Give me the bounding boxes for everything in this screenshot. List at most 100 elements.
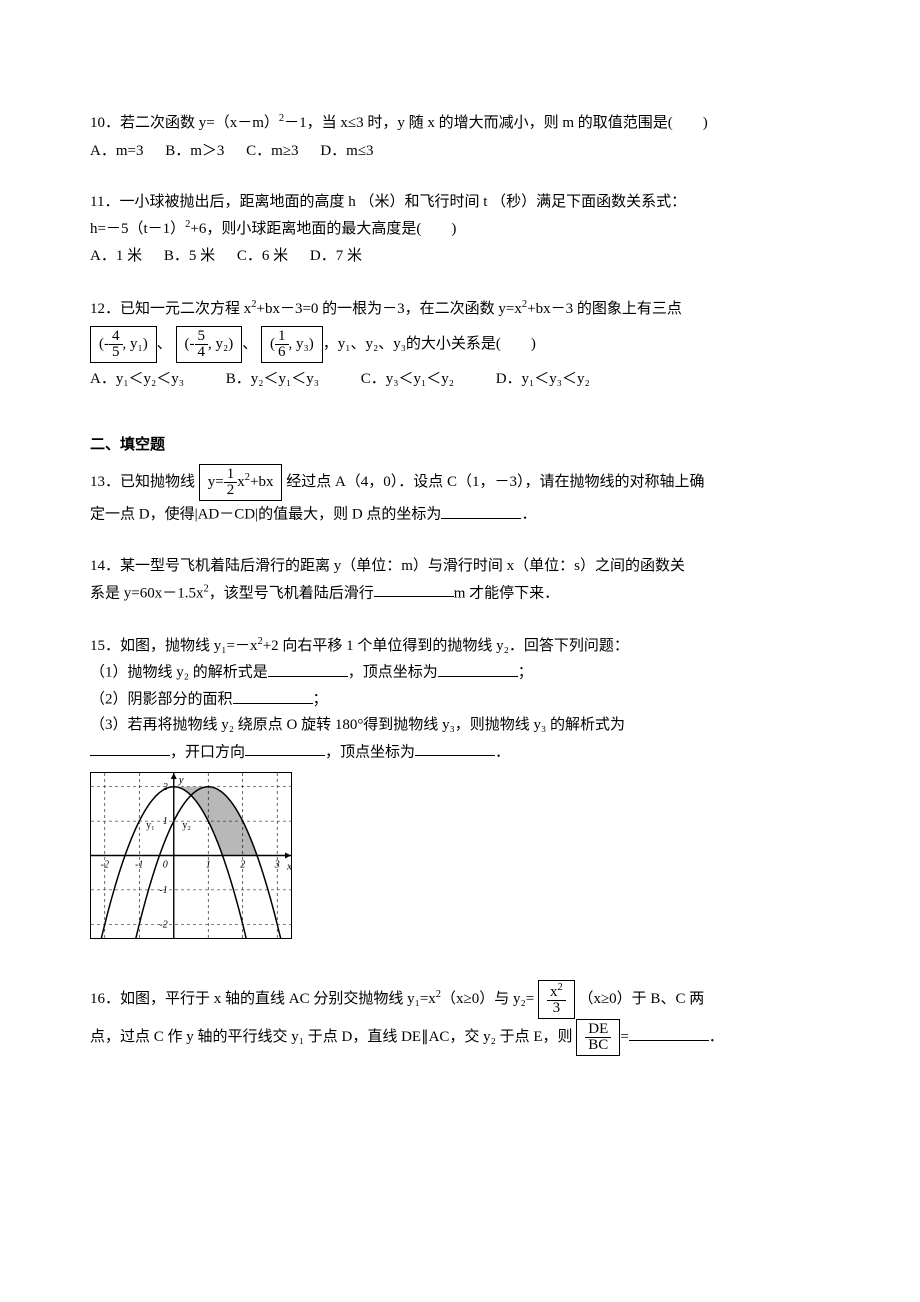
q12-choice-a: A．y₁＜y₂＜y₃: [90, 367, 184, 393]
q15-sub2: （2）阴影部分的面积；: [90, 686, 830, 713]
q16-line2-pre: 点，过点 C 作 y 轴的平行线交 y₁ 于点 D，直线 DE∥AC，交 y₂ …: [90, 1029, 573, 1045]
q12-point-2: (-54, y₂): [176, 326, 243, 363]
q16-ratio-den: BC: [585, 1038, 611, 1053]
q12-p1-num: 4: [109, 329, 123, 345]
q15-sub1-pre: （1）抛物线 y₂ 的解析式是: [90, 665, 268, 681]
q15-sub3-end: ．: [495, 744, 510, 760]
question-15: 15．如图，抛物线 y₁=－x 2 +2 向右平移 1 个单位得到的抛物线 y₂．回…: [90, 633, 830, 955]
q10-stem-post: －1，当 x≤3 时，y 随 x 的增大而减小，则 m 的取值范围是( ): [284, 115, 708, 131]
q10-choice-d: D．m≤3: [320, 139, 373, 165]
q13-box-num: 1: [224, 467, 238, 483]
q13-formula-box: y=12x2+bx: [199, 464, 283, 501]
q16-box-den: 3: [547, 1001, 566, 1016]
svg-text:-1: -1: [159, 884, 167, 895]
q12-p3-y: y₃: [296, 336, 309, 352]
svg-text:0: 0: [163, 859, 168, 870]
q13-mid1: 经过点 A（4，0）．设点 C（1，－3），请在抛物线的对称轴上确: [286, 474, 704, 490]
q15-sub3-pre: （3）若再将抛物线 y₂ 绕原点 O 旋转 180°得到抛物线 y₃，则抛物线 …: [90, 717, 625, 733]
q15-sub3-a: ，开口方向: [170, 744, 245, 760]
q12-p1-den: 5: [109, 345, 123, 360]
q15-graph: -2-1123-2-1120xyy₁y₂: [90, 772, 292, 939]
q12-p1-y: y₁: [130, 336, 143, 352]
q15-line1-pre: 15．如图，抛物线 y₁=－x: [90, 638, 257, 654]
q15-sub1: （1）抛物线 y₂ 的解析式是 ，顶点坐标为 ；: [90, 659, 830, 686]
q13-end: ．: [521, 507, 536, 523]
q14-line2-post: m 才能停下来．: [454, 585, 559, 601]
svg-text:2: 2: [240, 859, 245, 870]
svg-text:x: x: [286, 860, 292, 872]
question-13: 13．已知抛物线 y=12x2+bx 经过点 A（4，0）．设点 C（1，－3）…: [90, 464, 830, 528]
q13-box-den: 2: [224, 483, 238, 498]
q15-line1-post: +2 向右平移 1 个单位得到的抛物线 y₂．回答下列问题：: [263, 638, 629, 654]
q16-line2: 点，过点 C 作 y 轴的平行线交 y₁ 于点 D，直线 DE∥AC，交 y₂ …: [90, 1019, 830, 1056]
q16-line1-post: （x≥0）于 B、C 两: [578, 991, 704, 1007]
question-16: 16．如图，平行于 x 轴的直线 AC 分别交抛物线 y₁=x2（x≥0）与 y…: [90, 980, 830, 1056]
q14-line2: 系是 y=60x－1.5x2，该型号飞机着陆后滑行m 才能停下来．: [90, 580, 830, 607]
svg-text:y₁: y₁: [146, 820, 155, 831]
q14-line2-pre: 系是 y=60x－1.5x: [90, 585, 203, 601]
q12-line1-post: +bx－3 的图象上有三点: [527, 301, 682, 317]
q15-blank-3a[interactable]: [90, 739, 170, 757]
q12-point-1: (-45, y₁): [90, 326, 157, 363]
svg-text:-1: -1: [135, 859, 143, 870]
q15-sub1-end: ；: [518, 665, 533, 681]
q16-ratio-box: DEBC: [576, 1019, 620, 1056]
q13-pre: 13．已知抛物线: [90, 474, 195, 490]
q16-blank[interactable]: [629, 1023, 709, 1041]
q12-after-all: ，y₁、y₂、y₃的大小关系是( ): [323, 336, 536, 352]
q11-line2-post: +6，则小球距离地面的最大高度是( ): [190, 221, 456, 237]
q12-choice-b: B．y₂＜y₁＜y₃: [226, 367, 319, 393]
q12-choice-c: C．y₃＜y₁＜y₂: [361, 367, 454, 393]
q13-blank[interactable]: [441, 501, 521, 519]
svg-text:2: 2: [163, 781, 168, 792]
q12-p2-num: 5: [195, 329, 209, 345]
question-14: 14．某一型号飞机着陆后滑行的距离 y（单位：m）与滑行时间 x（单位：s）之间…: [90, 554, 830, 607]
svg-text:y₂: y₂: [182, 820, 191, 831]
q15-sub3-b: ，顶点坐标为: [325, 744, 415, 760]
q16-line1-mid: （x≥0）与 y₂=: [441, 991, 534, 1007]
q15-blank-2[interactable]: [233, 686, 313, 704]
q11-line2: h=－5（t－1）2+6，则小球距离地面的最大高度是( ): [90, 216, 830, 243]
q11-line2-pre: h=－5（t－1）: [90, 221, 185, 237]
q11-choice-b: B．5 米: [164, 244, 215, 270]
q10-choice-b: B．m＞3: [165, 139, 224, 165]
q15-blank-3c[interactable]: [415, 739, 495, 757]
q16-frac-box: x23: [538, 980, 575, 1019]
q11-choice-c: C．6 米: [237, 244, 288, 270]
q15-sub2-end: ；: [313, 692, 328, 708]
q12-points-row: (-45, y₁)、 (-54, y₂)、 (16, y₃)，y₁、y₂、y₃的…: [90, 326, 830, 363]
q12-p2-y: y₂: [216, 336, 229, 352]
q15-blank-1b[interactable]: [438, 659, 518, 677]
q15-blank-1a[interactable]: [268, 659, 348, 677]
question-12: 12．已知一元二次方程 x2+bx－3=0 的一根为－3，在二次函数 y=x2+…: [90, 296, 830, 393]
q15-blank-3b[interactable]: [245, 739, 325, 757]
q12-line1-pre: 12．已知一元二次方程 x: [90, 301, 251, 317]
q12-line1: 12．已知一元二次方程 x2+bx－3=0 的一根为－3，在二次函数 y=x2+…: [90, 296, 830, 323]
q11-choices: A．1 米 B．5 米 C．6 米 D．7 米: [90, 244, 830, 270]
q14-blank[interactable]: [374, 580, 454, 598]
q16-line2-mid: =: [620, 1029, 628, 1045]
q16-ratio-num: DE: [585, 1022, 611, 1038]
q10-stem-pre: 10．若二次函数 y=（x－m）: [90, 115, 279, 131]
q12-p2-den: 4: [195, 345, 209, 360]
question-11: 11．一小球被抛出后，距离地面的高度 h （米）和飞行时间 t （秒）满足下面函…: [90, 190, 830, 270]
q12-line1-mid: +bx－3=0 的一根为－3，在二次函数 y=x: [257, 301, 522, 317]
q11-choice-d: D．7 米: [310, 244, 362, 270]
q13-line2: 定一点 D，使得|AD－CD|的值最大，则 D 点的坐标为 ．: [90, 501, 830, 528]
q11-line1: 11．一小球被抛出后，距离地面的高度 h （米）和飞行时间 t （秒）满足下面函…: [90, 190, 830, 216]
svg-text:y: y: [178, 774, 184, 786]
q16-box-num-exp: 2: [557, 982, 562, 993]
q16-box-num: x2: [547, 983, 566, 1001]
q12-sep2: 、: [242, 336, 257, 352]
q15-sub1-mid: ，顶点坐标为: [348, 665, 438, 681]
q14-line1: 14．某一型号飞机着陆后滑行的距离 y（单位：m）与滑行时间 x（单位：s）之间…: [90, 554, 830, 580]
q10-choice-c: C．m≥3: [246, 139, 298, 165]
q13-box-tail: +bx: [250, 474, 273, 490]
q11-choice-a: A．1 米: [90, 244, 142, 270]
q12-point-3: (16, y₃): [261, 326, 323, 363]
q12-p3-den: 6: [275, 345, 289, 360]
q13-box-x: x: [237, 474, 245, 490]
q15-sub3: （3）若再将抛物线 y₂ 绕原点 O 旋转 180°得到抛物线 y₃，则抛物线 …: [90, 713, 830, 739]
question-10: 10．若二次函数 y=（x－m）2－1，当 x≤3 时，y 随 x 的增大而减小…: [90, 110, 830, 164]
q13-mid2: 定一点 D，使得|AD－CD|的值最大，则 D 点的坐标为: [90, 507, 441, 523]
